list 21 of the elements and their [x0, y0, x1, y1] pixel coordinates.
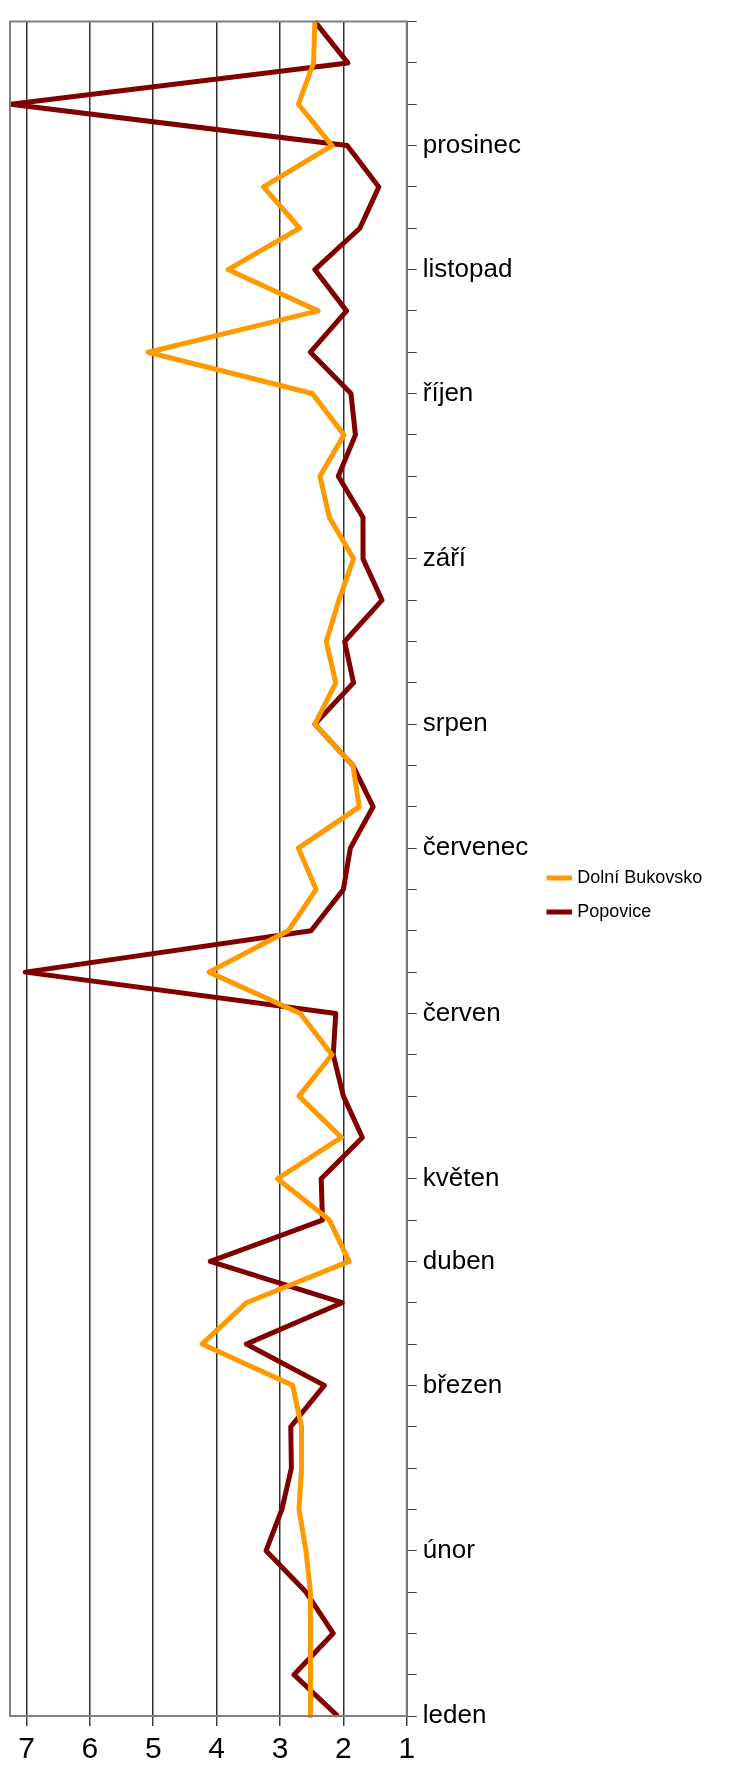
y-tick-label: prosinec [422, 128, 522, 159]
y-tick-label: duben [422, 1244, 496, 1275]
y-tick-label: leden [422, 1699, 487, 1730]
y-tick-label: září [422, 542, 467, 573]
y-tick-label: květen [422, 1161, 500, 1192]
y-tick-label: březen [422, 1368, 503, 1399]
y-tick-label: červen [422, 996, 501, 1027]
y-tick-label: červenec [422, 831, 529, 862]
y-tick-label: listopad [422, 252, 513, 283]
x-tick-label: 4 [208, 1731, 225, 1765]
legend-label: Dolní Bukovsko [577, 866, 703, 887]
y-tick-label: únor [422, 1533, 476, 1564]
x-tick-label: 5 [144, 1731, 162, 1765]
y-tick-label: říjen [422, 376, 474, 407]
x-tick-label: 6 [81, 1731, 99, 1765]
x-tick-label: 1 [398, 1731, 416, 1765]
x-tick-label: 3 [271, 1731, 289, 1765]
legend-label: Popovice [577, 900, 652, 921]
y-tick-label: srpen [422, 707, 488, 738]
x-tick-label: 2 [335, 1731, 352, 1765]
x-tick-label: 7 [18, 1731, 35, 1765]
